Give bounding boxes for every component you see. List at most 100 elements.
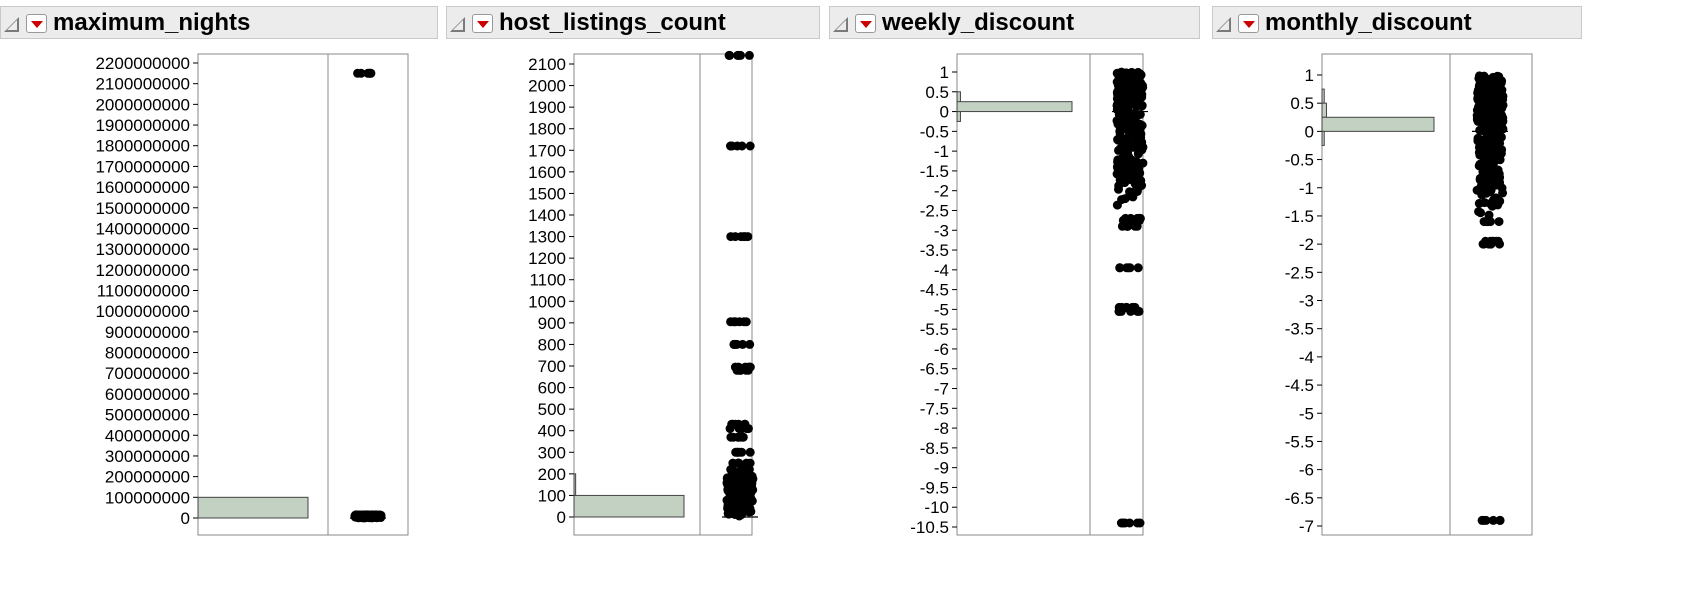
data-point: [1130, 98, 1139, 108]
data-point: [1482, 122, 1492, 132]
disclosure-triangle-icon[interactable]: [833, 17, 848, 32]
data-point: [1491, 193, 1501, 203]
data-point: [1494, 107, 1503, 117]
data-point: [1495, 177, 1505, 187]
data-point: [1124, 132, 1134, 142]
data-point: [730, 494, 739, 504]
data-point: [1478, 167, 1488, 177]
y-tick-label: 600000000: [105, 385, 190, 404]
data-point: [1114, 306, 1124, 316]
y-tick-label: 100000000: [105, 488, 190, 507]
y-tick-label: 100: [538, 486, 566, 505]
disclosure-triangle-icon[interactable]: [4, 17, 19, 32]
y-tick-label: 1600000000: [95, 178, 190, 197]
data-point: [1129, 82, 1139, 92]
data-point: [1474, 102, 1483, 112]
y-tick-label: -4: [1299, 348, 1314, 367]
y-tick-label: 300000000: [105, 447, 190, 466]
data-point: [1125, 187, 1134, 197]
panel-header: weekly_discount: [829, 6, 1200, 39]
data-point: [1119, 120, 1129, 130]
red-triangle-menu-icon[interactable]: [855, 14, 876, 33]
data-point: [1133, 161, 1142, 171]
data-point: [1477, 181, 1487, 191]
y-tick-label: -3.5: [1285, 320, 1314, 339]
y-tick-label: 1500000000: [95, 199, 190, 218]
y-tick-label: -2: [1299, 235, 1314, 254]
data-point: [1137, 82, 1147, 92]
red-triangle-menu-icon[interactable]: [26, 14, 47, 33]
y-tick-label: 200: [538, 465, 566, 484]
data-point: [726, 232, 736, 242]
data-point: [734, 424, 744, 434]
y-tick-label: 1900: [528, 98, 566, 117]
y-tick-label: -9.5: [920, 478, 949, 497]
data-point: [1486, 164, 1496, 174]
disclosure-triangle-icon[interactable]: [450, 17, 465, 32]
data-point: [1481, 236, 1490, 246]
y-tick-label: 0: [181, 509, 190, 528]
plot-frame: [956, 53, 1144, 536]
data-point: [1488, 118, 1498, 128]
data-point: [1475, 136, 1485, 146]
data-point: [1136, 70, 1146, 80]
y-tick-label: 1: [1305, 66, 1314, 85]
y-tick-label: 1200000000: [95, 261, 190, 280]
y-tick-label: -2.5: [920, 201, 949, 220]
y-tick-label: 700: [538, 357, 566, 376]
data-point: [1133, 306, 1142, 316]
histogram-bar: [1321, 116, 1435, 132]
data-point: [1474, 207, 1484, 217]
y-tick-label: 1700000000: [95, 157, 190, 176]
data-point: [1135, 168, 1145, 178]
data-point: [1132, 180, 1142, 190]
data-point: [1116, 165, 1126, 175]
y-tick-label: -9: [934, 459, 949, 478]
data-point: [364, 68, 374, 78]
y-tick-label: -10.5: [910, 518, 949, 537]
histogram-bar: [956, 111, 961, 122]
data-point: [1126, 306, 1136, 316]
data-point: [1494, 217, 1504, 227]
y-tick-label: 2200000000: [95, 54, 190, 73]
data-point: [1137, 90, 1147, 99]
y-tick-label: -3.5: [920, 241, 949, 260]
y-tick-label: 600: [538, 379, 566, 398]
data-point: [1475, 150, 1485, 160]
data-point: [1496, 148, 1506, 158]
data-point: [732, 365, 742, 375]
y-tick-label: 1900000000: [95, 116, 190, 135]
disclosure-triangle-icon[interactable]: [1216, 17, 1231, 32]
histogram-bar: [1321, 88, 1325, 104]
data-point: [1488, 142, 1498, 152]
y-tick-label: -6.5: [920, 360, 949, 379]
data-point: [745, 339, 755, 349]
histogram-bar: [1321, 102, 1327, 118]
y-tick-label: 1700: [528, 141, 566, 160]
data-point: [358, 510, 368, 520]
plot-frame: [573, 53, 753, 536]
data-point: [745, 141, 755, 151]
y-tick-label: 200000000: [105, 468, 190, 487]
data-point: [1493, 74, 1503, 84]
data-point: [1124, 92, 1134, 102]
data-point: [1120, 518, 1130, 528]
data-point: [1115, 144, 1125, 154]
red-triangle-menu-icon[interactable]: [472, 14, 493, 33]
panel-host-listings-count: host_listings_count 0 100 200 300 400 500 600 7…: [446, 0, 822, 593]
data-point: [731, 469, 741, 479]
data-point: [1132, 136, 1141, 146]
y-tick-label: 900: [538, 314, 566, 333]
y-tick-label: 800: [538, 335, 566, 354]
data-point: [1121, 79, 1131, 89]
y-tick-label: 1: [940, 63, 949, 82]
chart-svg: -10.5-10-9.5-9-8.5-8-7.5-7-6.5-6-5.5-5-4…: [910, 53, 1148, 537]
chart-area: -10.5 -10 -9.5 -9 -8.5 -8 -7.5 -7 -6.5 -6 -5.5 -5 -4…: [829, 42, 1202, 547]
data-point: [1137, 121, 1147, 130]
y-tick-label: -0.5: [920, 122, 949, 141]
y-tick-label: 1500: [528, 184, 566, 203]
red-triangle-menu-icon[interactable]: [1238, 14, 1259, 33]
data-point: [1114, 184, 1123, 194]
data-point: [1133, 263, 1143, 273]
